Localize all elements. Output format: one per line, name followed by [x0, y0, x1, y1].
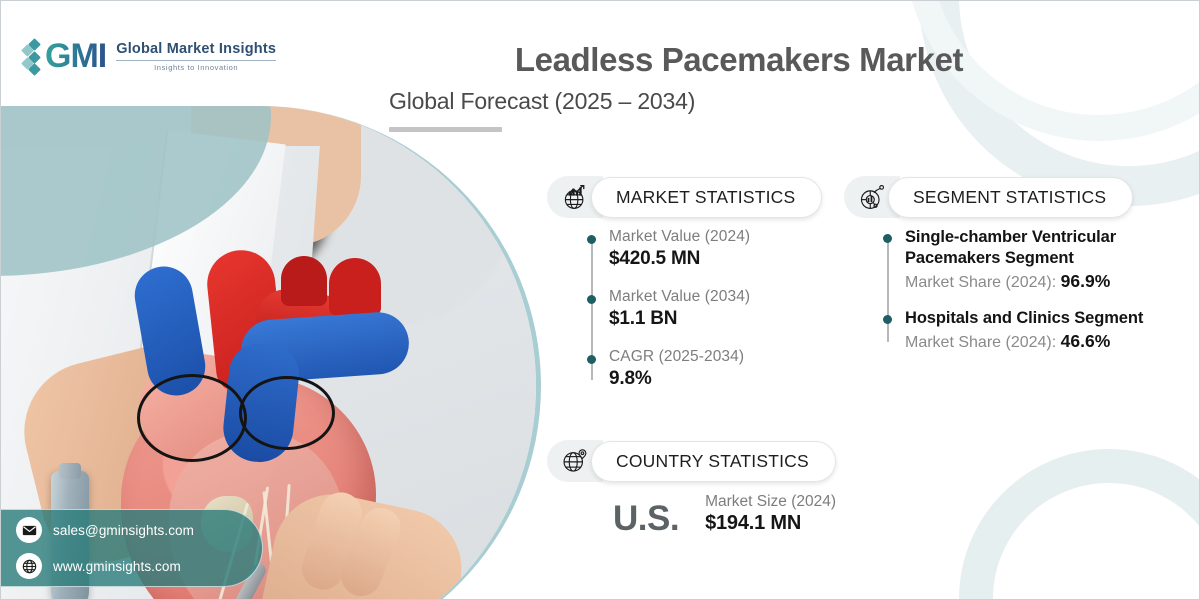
list-item: Single-chamber Ventricular Pacemakers Se…	[883, 227, 1183, 292]
list-item: CAGR (2025-2034) 9.8%	[587, 348, 750, 390]
segment-statistics-header[interactable]: SEGMENT STATISTICS	[844, 176, 1134, 218]
segment-share-value: 46.6%	[1060, 330, 1111, 351]
stat-label: Market Value (2024)	[609, 228, 751, 245]
stat-value: $420.5 MN	[609, 248, 701, 269]
segment-share: Market Share (2024): 46.6%	[905, 331, 1183, 352]
logo-tagline: Insights to Innovation	[154, 63, 239, 72]
segment-statistics-label: SEGMENT STATISTICS	[888, 176, 1134, 218]
country-stat-value: $194.1 MN	[705, 512, 802, 534]
country-name: U.S.	[613, 499, 680, 538]
brand-logo[interactable]: GMI Global Market Insights Insights to I…	[21, 37, 277, 76]
segment-share: Market Share (2024): 96.9%	[905, 271, 1183, 292]
bullet-connector-line	[591, 236, 593, 380]
bullet-dot-icon	[587, 295, 596, 304]
country-statistics-header[interactable]: COUNTRY STATISTICS	[547, 440, 836, 482]
contact-panel: sales@gminsights.com www.gminsights.com	[1, 509, 263, 587]
contact-website-row[interactable]: www.gminsights.com	[16, 553, 262, 579]
segment-share-label: Market Share (2024):	[905, 273, 1057, 291]
stat-value: $1.1 BN	[609, 308, 678, 329]
contact-website: www.gminsights.com	[53, 558, 181, 574]
country-statistics-value: U.S. Market Size (2024) $194.1 MN	[613, 493, 836, 536]
segment-statistics-list: Single-chamber Ventricular Pacemakers Se…	[883, 227, 1183, 352]
bullet-connector-line	[887, 235, 889, 342]
bullet-dot-icon	[883, 314, 892, 324]
list-item: Hospitals and Clinics Segment Market Sha…	[883, 308, 1183, 352]
stat-label: Market Value (2034)	[609, 288, 751, 305]
market-statistics-list: Market Value (2024) $420.5 MN Market Val…	[587, 228, 750, 390]
logo-wordmark: Global Market Insights Insights to Innov…	[116, 41, 277, 72]
logo-divider	[116, 60, 277, 61]
segment-share-label: Market Share (2024):	[905, 333, 1057, 351]
list-item: Market Value (2034) $1.1 BN	[587, 288, 751, 330]
globe-icon	[16, 553, 42, 579]
bullet-dot-icon	[587, 235, 596, 244]
heart-vena-cava-a	[281, 256, 327, 306]
stat-value: 9.8%	[609, 368, 652, 389]
logo-gmi-mark: GMI	[45, 37, 107, 75]
heart-vena-cava-b	[329, 258, 381, 316]
market-statistics-label: MARKET STATISTICS	[591, 176, 823, 218]
heart-coronary-vessel-b	[239, 376, 335, 450]
envelope-icon	[16, 517, 42, 543]
diamond-cluster-icon	[21, 37, 43, 76]
country-stat-label: Market Size (2024)	[705, 493, 837, 510]
bullet-dot-icon	[883, 234, 892, 243]
header: Leadless Pacemakers Market Global Foreca…	[389, 41, 1089, 132]
segment-share-value: 96.9%	[1060, 270, 1111, 291]
list-item: Market Value (2024) $420.5 MN	[587, 228, 751, 270]
market-statistics-header[interactable]: MARKET STATISTICS	[547, 176, 823, 218]
contact-email-row[interactable]: sales@gminsights.com	[16, 517, 262, 543]
page-title: Leadless Pacemakers Market	[514, 41, 964, 78]
stat-label: CAGR (2025-2034)	[609, 348, 745, 365]
decorative-arc-bottom-right	[959, 449, 1199, 599]
contact-email: sales@gminsights.com	[53, 522, 195, 538]
country-statistics-label: COUNTRY STATISTICS	[591, 440, 836, 482]
pacemaker-device-header	[59, 463, 81, 479]
title-underline	[389, 127, 502, 132]
logo-company-name: Global Market Insights	[116, 41, 277, 57]
bullet-dot-icon	[587, 355, 596, 364]
page-subtitle: Global Forecast (2025 – 2034)	[389, 88, 696, 114]
segment-name: Hospitals and Clinics Segment	[905, 308, 1144, 327]
segment-name: Single-chamber Ventricular Pacemakers Se…	[905, 228, 1117, 267]
heart-coronary-vessel-a	[137, 374, 247, 462]
